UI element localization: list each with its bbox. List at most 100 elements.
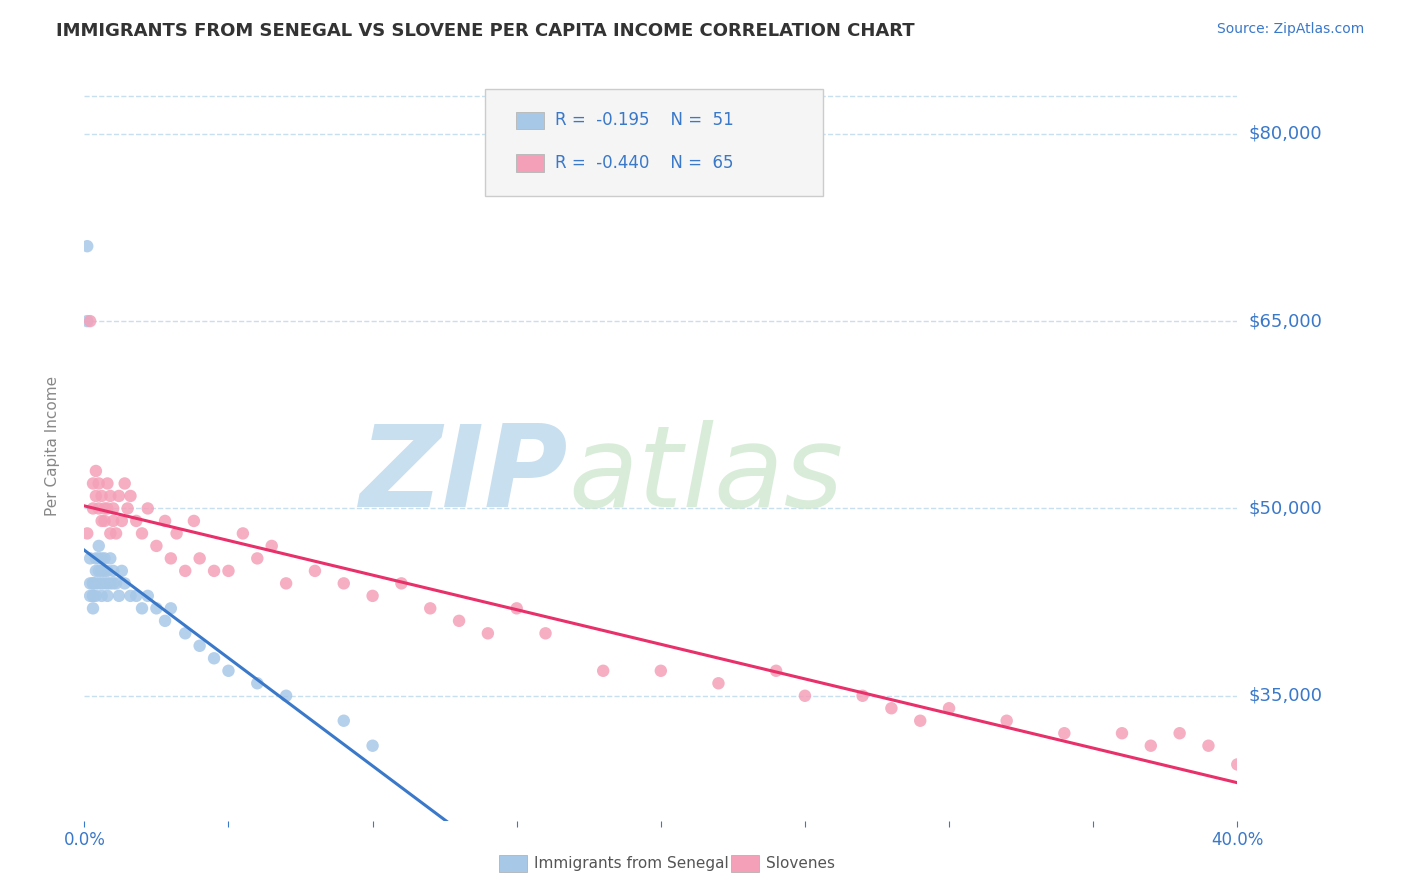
Point (87, 501, 110, 516)
Point (96, 564, 118, 578)
Point (246, 551, 269, 566)
Text: Per Capita Income: Per Capita Income (45, 376, 59, 516)
Point (1198, 739, 1220, 753)
Point (794, 689, 817, 703)
Point (125, 514, 148, 528)
Point (90, 489, 112, 503)
Point (84, 464, 107, 478)
Point (125, 589, 148, 603)
Text: Slovenes: Slovenes (766, 856, 835, 871)
Point (82, 501, 104, 516)
Point (145, 601, 167, 615)
Point (333, 576, 356, 591)
Point (87, 564, 110, 578)
Point (79, 576, 101, 591)
Point (76, 314, 98, 328)
Point (76, 526, 98, 541)
Point (153, 514, 176, 528)
Text: $80,000: $80,000 (1249, 125, 1323, 143)
Point (84, 576, 107, 591)
Point (232, 526, 254, 541)
Point (103, 564, 124, 578)
Point (90, 514, 112, 528)
Point (82, 476, 104, 491)
Point (153, 614, 176, 628)
Point (87, 539, 110, 553)
Point (145, 539, 167, 553)
Text: $50,000: $50,000 (1249, 500, 1323, 517)
Point (96, 576, 118, 591)
Point (419, 601, 441, 615)
Point (765, 664, 787, 678)
Point (391, 576, 413, 591)
Point (120, 589, 142, 603)
Point (76, 239, 98, 253)
Point (361, 739, 384, 753)
Point (534, 626, 557, 640)
Point (96, 501, 118, 516)
Point (82, 589, 104, 603)
Point (880, 701, 903, 715)
Point (96, 476, 118, 491)
Point (160, 551, 183, 566)
Point (114, 576, 136, 591)
Point (105, 526, 128, 541)
Point (87, 476, 110, 491)
Point (98, 576, 121, 591)
Point (103, 501, 124, 516)
Point (84, 564, 107, 578)
Point (93, 551, 115, 566)
Text: R =  -0.195    N =  51: R = -0.195 N = 51 (555, 112, 734, 129)
Point (304, 564, 326, 578)
Point (79, 589, 101, 603)
Point (131, 601, 153, 615)
Point (218, 664, 240, 678)
Text: Immigrants from Senegal: Immigrants from Senegal (534, 856, 730, 871)
Text: $35,000: $35,000 (1249, 687, 1323, 705)
Point (650, 664, 672, 678)
Point (84, 551, 107, 566)
Point (1168, 726, 1191, 740)
Point (108, 589, 131, 603)
Point (202, 651, 225, 665)
Point (1111, 726, 1133, 740)
Point (136, 589, 159, 603)
Point (276, 689, 298, 703)
Point (90, 589, 112, 603)
Point (90, 564, 112, 578)
Point (174, 564, 197, 578)
Point (82, 589, 104, 603)
Text: Source: ZipAtlas.com: Source: ZipAtlas.com (1216, 22, 1364, 37)
Text: ZIP: ZIP (360, 420, 568, 532)
Point (188, 551, 211, 566)
Point (79, 314, 101, 328)
Point (111, 564, 134, 578)
Point (105, 576, 128, 591)
Point (361, 589, 384, 603)
Point (852, 689, 875, 703)
Point (82, 576, 104, 591)
Point (276, 576, 298, 591)
Point (90, 576, 112, 591)
Point (592, 664, 614, 678)
Point (96, 589, 118, 603)
Point (1140, 739, 1163, 753)
Point (1053, 726, 1076, 740)
Point (114, 476, 136, 491)
Point (82, 601, 104, 615)
Point (93, 514, 115, 528)
Point (995, 714, 1018, 728)
Point (188, 639, 211, 653)
Point (166, 526, 188, 541)
Point (136, 501, 159, 516)
Point (183, 514, 205, 528)
Point (246, 676, 269, 690)
Point (103, 576, 124, 591)
Point (79, 551, 101, 566)
Point (174, 626, 197, 640)
Point (160, 601, 183, 615)
Point (260, 539, 283, 553)
Point (90, 551, 112, 566)
Text: $65,000: $65,000 (1249, 312, 1323, 330)
Point (449, 614, 471, 628)
